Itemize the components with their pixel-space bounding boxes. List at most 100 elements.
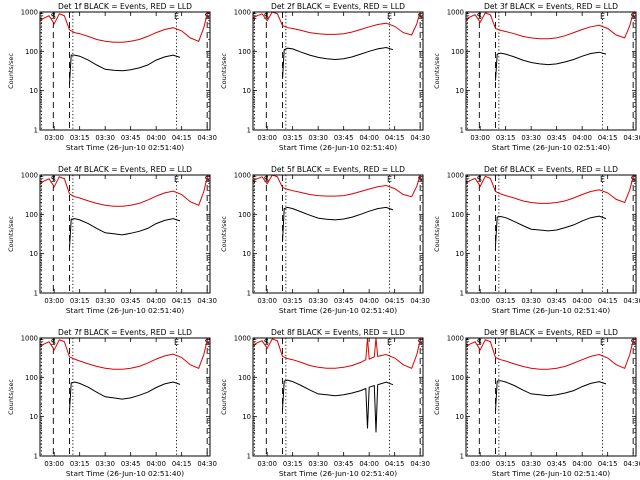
panel-det-7: Det 7f BLACK = Events, RED = LLD Counts/s… — [7, 328, 217, 478]
series-line-events — [69, 381, 181, 411]
marker-label: E — [600, 338, 605, 347]
x-tick-label: 03:15 — [283, 134, 303, 142]
x-tick-label: 03:00 — [44, 460, 64, 468]
y-tick-label: 1 — [34, 290, 38, 298]
y-axis-label: Counts/sec — [220, 379, 228, 415]
x-axis-label: Start Time (26-Jun-10 02:51:40) — [66, 306, 184, 315]
marker-label: E — [387, 12, 392, 21]
series-line-events — [495, 51, 607, 81]
x-tick-label: 04:30 — [197, 134, 217, 142]
y-tick-label: 10 — [29, 413, 38, 421]
x-tick-label: 03:45 — [334, 460, 354, 468]
series-line-events — [282, 206, 394, 242]
series-line-lld — [253, 338, 423, 369]
x-tick-label: 03:30 — [95, 460, 115, 468]
x-tick-label: 04:15 — [385, 134, 405, 142]
y-tick-label: 1000 — [21, 335, 38, 343]
chart-title: Det 1f BLACK = Events, RED = LLD — [58, 2, 192, 11]
marker-label: S — [51, 12, 56, 21]
marker-label: E — [600, 12, 605, 21]
x-tick-label: 03:30 — [521, 460, 541, 468]
x-axis-label: Start Time (26-Jun-10 02:51:40) — [492, 143, 610, 152]
x-tick-label: 03:00 — [257, 134, 277, 142]
x-tick-label: 03:15 — [283, 460, 303, 468]
x-tick-label: 04:15 — [172, 460, 192, 468]
marker-label: E — [465, 175, 470, 184]
x-tick-label: 03:00 — [470, 460, 490, 468]
series-line-events — [69, 218, 181, 248]
marker-label: E — [252, 12, 257, 21]
series-line-lld — [466, 175, 636, 204]
y-tick-label: 10 — [242, 413, 251, 421]
marker-label: S — [51, 338, 56, 347]
y-tick-label: 10 — [29, 250, 38, 258]
x-tick-label: 03:45 — [121, 460, 141, 468]
y-tick-label: 100 — [25, 374, 38, 382]
x-tick-label: 04:00 — [572, 297, 592, 305]
panel-det-9: Det 9f BLACK = Events, RED = LLD Counts/s… — [433, 328, 640, 478]
marker-label: S — [477, 12, 482, 21]
panels: Det 1f BLACK = Events, RED = LLD Counts/s… — [7, 2, 640, 478]
x-tick-label: 03:30 — [308, 297, 328, 305]
x-tick-label: 03:15 — [283, 297, 303, 305]
marker-label: E — [387, 175, 392, 184]
series-line-lld — [40, 175, 210, 207]
plot-frame — [252, 174, 424, 294]
marker-label: S — [631, 12, 636, 21]
y-tick-label: 10 — [455, 250, 464, 258]
series-line-events — [282, 379, 394, 433]
chart-title: Det 4f BLACK = Events, RED = LLD — [58, 165, 192, 174]
x-tick-label: 04:00 — [146, 460, 166, 468]
marker-label: E — [387, 338, 392, 347]
x-tick-label: 03:30 — [521, 134, 541, 142]
chart-title: Det 6f BLACK = Events, RED = LLD — [484, 165, 618, 174]
x-tick-label: 04:15 — [385, 460, 405, 468]
x-tick-label: 04:15 — [598, 297, 618, 305]
x-tick-label: 03:15 — [496, 134, 516, 142]
chart-title: Det 8f BLACK = Events, RED = LLD — [271, 328, 405, 337]
x-axis-label: Start Time (26-Jun-10 02:51:40) — [492, 306, 610, 315]
y-tick-label: 1 — [247, 453, 251, 461]
y-tick-label: 10 — [455, 87, 464, 95]
marker-label: S — [264, 175, 269, 184]
x-tick-label: 04:00 — [359, 297, 379, 305]
x-tick-label: 03:45 — [547, 134, 567, 142]
marker-label: S — [51, 175, 56, 184]
y-tick-label: 1 — [460, 290, 464, 298]
x-tick-label: 03:45 — [547, 460, 567, 468]
y-tick-label: 100 — [238, 211, 251, 219]
x-tick-label: 04:30 — [197, 297, 217, 305]
plot-frame — [252, 337, 424, 457]
x-tick-label: 03:00 — [470, 134, 490, 142]
y-tick-label: 1 — [460, 127, 464, 135]
plot-frame — [39, 11, 211, 131]
y-axis-label: Counts/sec — [433, 53, 441, 89]
y-tick-label: 10 — [242, 87, 251, 95]
marker-label: S — [418, 175, 423, 184]
panel-det-5: Det 5f BLACK = Events, RED = LLD Counts/s… — [220, 165, 430, 315]
x-tick-label: 04:30 — [410, 297, 430, 305]
x-tick-label: 03:45 — [121, 297, 141, 305]
x-tick-label: 04:30 — [623, 134, 640, 142]
x-tick-label: 04:15 — [598, 134, 618, 142]
y-tick-label: 100 — [238, 374, 251, 382]
x-tick-label: 04:15 — [385, 297, 405, 305]
marker-label: E — [39, 12, 44, 21]
y-tick-label: 1000 — [234, 172, 251, 180]
series-line-events — [495, 380, 607, 411]
x-tick-label: 04:15 — [598, 460, 618, 468]
x-axis-label: Start Time (26-Jun-10 02:51:40) — [66, 469, 184, 478]
marker-label: E — [39, 338, 44, 347]
y-tick-label: 1 — [460, 453, 464, 461]
y-tick-label: 1 — [34, 453, 38, 461]
chart-title: Det 3f BLACK = Events, RED = LLD — [484, 2, 618, 11]
panel-det-4: Det 4f BLACK = Events, RED = LLD Counts/s… — [7, 165, 217, 315]
y-tick-label: 1000 — [21, 172, 38, 180]
x-axis-label: Start Time (26-Jun-10 02:51:40) — [66, 143, 184, 152]
plot-frame — [39, 337, 211, 457]
marker-label: S — [264, 338, 269, 347]
y-tick-label: 100 — [451, 211, 464, 219]
y-tick-label: 10 — [242, 250, 251, 258]
x-tick-label: 03:45 — [334, 134, 354, 142]
